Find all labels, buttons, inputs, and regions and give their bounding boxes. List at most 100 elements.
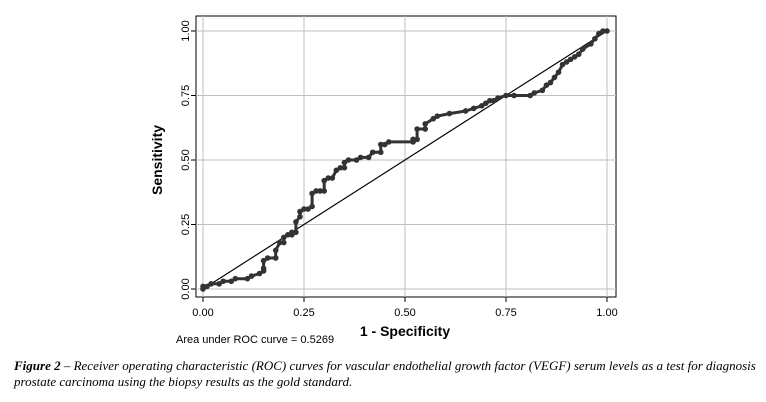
x-tick-label: 0.25 bbox=[293, 307, 314, 319]
axes bbox=[191, 30, 608, 302]
roc-point bbox=[487, 97, 493, 104]
auc-annotation: Area under ROC curve = 0.5269 bbox=[176, 334, 334, 346]
roc-point bbox=[341, 159, 348, 166]
y-tick-label: 0.75 bbox=[180, 85, 192, 106]
x-tick-labels: 0.00 0.25 0.50 0.75 1.00 bbox=[192, 307, 617, 319]
reference-line bbox=[202, 30, 608, 290]
roc-point bbox=[309, 203, 315, 210]
roc-point bbox=[285, 232, 291, 238]
roc-point bbox=[596, 30, 602, 37]
roc-point bbox=[321, 177, 328, 184]
roc-point bbox=[503, 92, 509, 99]
roc-point bbox=[579, 46, 586, 52]
roc-point bbox=[547, 79, 554, 86]
roc-point bbox=[204, 283, 210, 290]
roc-point bbox=[369, 149, 376, 156]
roc-point bbox=[539, 87, 546, 94]
roc-point bbox=[353, 157, 360, 163]
y-tick-label: 0.50 bbox=[180, 149, 192, 170]
roc-point bbox=[495, 95, 501, 101]
roc-point bbox=[567, 56, 574, 63]
roc-point bbox=[357, 154, 364, 161]
reference-diagonal bbox=[202, 30, 608, 290]
roc-point bbox=[382, 141, 388, 148]
roc-point bbox=[386, 139, 392, 145]
roc-point bbox=[559, 61, 566, 68]
roc-point bbox=[260, 265, 267, 272]
roc-point bbox=[305, 206, 311, 212]
y-axis-title: Sensitivity bbox=[149, 125, 165, 195]
roc-point bbox=[301, 206, 307, 212]
caption-text: – Receiver operating characteristic (ROC… bbox=[14, 358, 756, 389]
roc-point bbox=[430, 115, 437, 122]
roc-point bbox=[446, 110, 453, 117]
roc-point bbox=[434, 113, 441, 119]
roc-point bbox=[272, 255, 279, 261]
roc-point bbox=[325, 175, 332, 181]
roc-point bbox=[551, 74, 558, 81]
roc-point bbox=[414, 136, 420, 143]
roc-point bbox=[571, 54, 578, 60]
figure-caption: Figure 2 – Receiver operating characteri… bbox=[14, 358, 759, 390]
roc-point bbox=[276, 239, 283, 246]
roc-point bbox=[200, 283, 206, 290]
roc-point bbox=[527, 92, 534, 99]
roc-point bbox=[341, 164, 348, 171]
roc-point bbox=[365, 154, 372, 161]
roc-point bbox=[329, 175, 336, 181]
roc-point bbox=[377, 149, 384, 156]
y-tick-label: 0.00 bbox=[180, 278, 192, 299]
caption-lead: Figure 2 bbox=[14, 358, 61, 373]
roc-point bbox=[309, 190, 315, 197]
y-tick-label: 0.25 bbox=[180, 214, 192, 235]
roc-point bbox=[478, 103, 485, 109]
roc-point bbox=[293, 219, 299, 225]
roc-point bbox=[228, 278, 235, 285]
roc-point bbox=[220, 278, 226, 285]
roc-point bbox=[256, 270, 263, 277]
roc-point bbox=[592, 35, 598, 42]
roc-point bbox=[422, 126, 429, 132]
roc-point bbox=[543, 82, 550, 88]
roc-point bbox=[264, 255, 271, 261]
roc-point bbox=[333, 167, 340, 174]
roc-point bbox=[414, 126, 420, 132]
roc-point bbox=[232, 275, 239, 282]
roc-point bbox=[555, 69, 562, 76]
roc-point bbox=[337, 164, 344, 171]
roc-point bbox=[470, 105, 477, 112]
roc-point bbox=[345, 157, 352, 163]
roc-point bbox=[410, 136, 416, 143]
roc-point bbox=[483, 100, 489, 107]
roc-point bbox=[297, 208, 303, 215]
roc-point bbox=[317, 188, 323, 194]
roc-markers bbox=[200, 28, 610, 292]
roc-point bbox=[216, 281, 222, 287]
x-tick-label: 0.75 bbox=[495, 307, 516, 319]
roc-point bbox=[575, 51, 582, 58]
y-tick-label: 1.00 bbox=[180, 20, 192, 41]
roc-point bbox=[281, 234, 287, 241]
roc-point bbox=[462, 108, 469, 114]
x-axis-title: 1 - Specificity bbox=[360, 323, 450, 339]
roc-chart: 0.00 0.25 0.50 0.75 1.00 0.00 0.25 0.50 0.75 1.0… bbox=[149, 15, 618, 346]
roc-point bbox=[208, 281, 214, 287]
x-tick-label: 1.00 bbox=[596, 307, 617, 319]
plot-area bbox=[195, 15, 617, 298]
y-tick-labels: 0.00 0.25 0.50 0.75 1.00 bbox=[180, 20, 192, 299]
roc-point bbox=[531, 90, 538, 96]
roc-point bbox=[297, 213, 303, 220]
x-tick-label: 0.50 bbox=[394, 307, 415, 319]
roc-point bbox=[281, 239, 287, 246]
roc-point bbox=[293, 229, 299, 236]
roc-point bbox=[600, 28, 606, 34]
roc-point bbox=[377, 141, 384, 148]
roc-point bbox=[313, 188, 319, 194]
roc-point bbox=[563, 59, 570, 65]
gridlines bbox=[196, 16, 616, 297]
roc-point bbox=[248, 273, 255, 279]
x-tick-label: 0.00 bbox=[192, 307, 213, 319]
roc-point bbox=[289, 229, 295, 236]
roc-point bbox=[511, 92, 517, 99]
roc-point bbox=[588, 41, 594, 47]
